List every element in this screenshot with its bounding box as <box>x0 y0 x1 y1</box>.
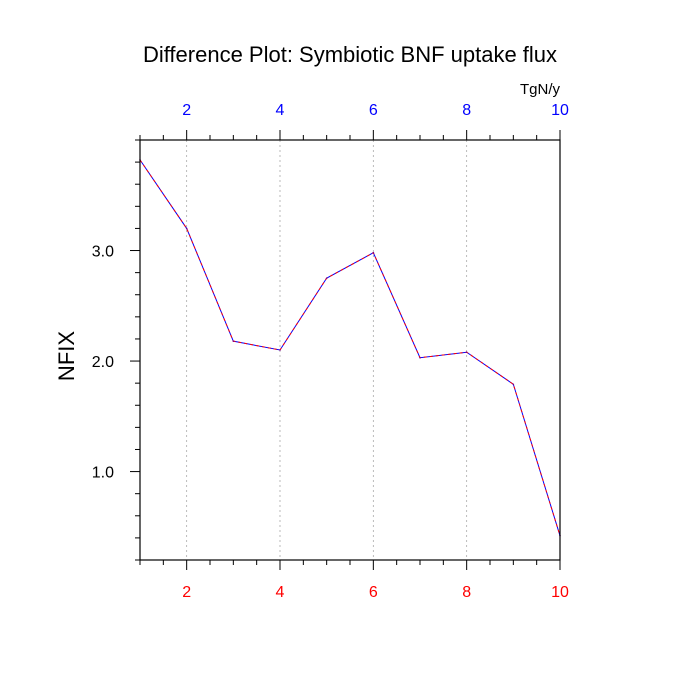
x-tick-label-top: 2 <box>182 102 191 119</box>
data-point <box>372 251 375 254</box>
chart-title: Difference Plot: Symbiotic BNF uptake fl… <box>143 42 557 67</box>
data-point <box>465 351 468 354</box>
y-tick-label: 1.0 <box>92 465 114 482</box>
x-tick-label-bottom: 6 <box>369 584 378 601</box>
x-tick-label-top: 4 <box>276 102 285 119</box>
series-line-red <box>139 159 561 536</box>
axis-ticks <box>130 130 561 570</box>
grid <box>186 140 468 560</box>
x-tick-label-bottom: 4 <box>276 584 285 601</box>
data-point <box>185 227 188 230</box>
data-point <box>512 383 515 386</box>
y-tick-label: 3.0 <box>92 244 114 261</box>
plot-frame <box>139 139 561 561</box>
x-tick-label-bottom: 10 <box>551 584 569 601</box>
x-tick-label-bottom: 2 <box>182 584 191 601</box>
data-point <box>419 356 421 359</box>
y-tick-label: 2.0 <box>92 354 114 371</box>
data-point <box>279 349 281 351</box>
x-tick-label-top: 10 <box>551 102 569 119</box>
x-tick-label-bottom: 8 <box>462 584 471 601</box>
y-axis-label: NFIX <box>54 331 79 381</box>
data-point <box>232 340 235 342</box>
tick-labels: 2 2 4 4 6 6 8 8 10 10 1.0 2.0 3.0 <box>92 102 569 601</box>
data-point <box>325 277 328 279</box>
data-series <box>139 159 561 537</box>
x-tick-label-top: 8 <box>462 102 471 119</box>
units-label: TgN/y <box>520 81 561 98</box>
series-line-blue <box>139 159 561 536</box>
x-tick-label-top: 6 <box>369 102 378 119</box>
